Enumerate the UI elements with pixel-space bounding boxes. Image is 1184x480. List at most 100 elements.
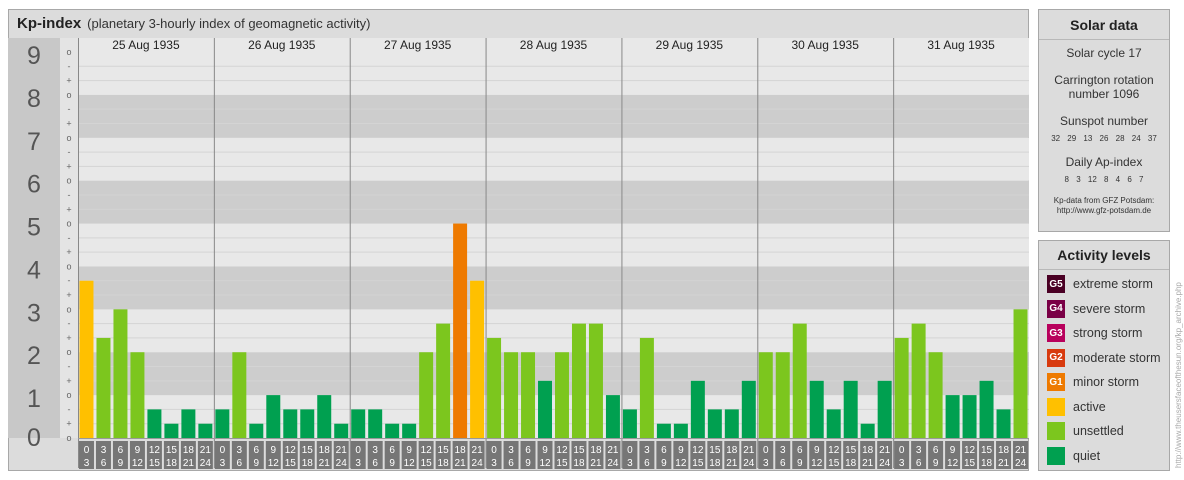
hour-start-label: 3 (101, 445, 107, 456)
hour-end-label: 21 (590, 458, 602, 469)
hour-box (741, 441, 757, 469)
hour-end-label: 15 (149, 458, 161, 469)
kp-bar (436, 323, 451, 438)
level-swatch: G1 (1047, 373, 1065, 391)
hour-end-label: 9 (797, 458, 803, 469)
hour-end-label: 9 (661, 458, 667, 469)
hour-start-label: 21 (336, 445, 348, 456)
hour-box (928, 441, 944, 469)
hour-start-label: 9 (406, 445, 412, 456)
data-source-url[interactable]: http://www.gfz-potsdam.de (1056, 206, 1152, 215)
hour-end-label: 6 (372, 458, 378, 469)
hour-box (503, 441, 519, 469)
hour-end-label: 18 (845, 458, 857, 469)
kp-bar (673, 423, 688, 438)
hour-box (639, 441, 655, 469)
day-label: 28 Aug 1935 (520, 38, 588, 52)
hour-box (554, 441, 570, 469)
hour-end-label: 3 (763, 458, 769, 469)
kp-bar (79, 280, 94, 438)
kp-bar (351, 409, 366, 438)
kp-bar (402, 423, 417, 438)
kp-bar (639, 337, 654, 438)
hour-start-label: 12 (149, 445, 161, 456)
level-label: extreme storm (1073, 277, 1153, 291)
y-minor-axis-panel (60, 38, 78, 438)
kp-band (78, 309, 1029, 353)
y-minor-tick: + (66, 333, 71, 343)
y-tick-label: 0 (27, 424, 41, 452)
kp-bar (147, 409, 162, 438)
hour-box (146, 441, 162, 469)
y-minor-tick: o (66, 176, 71, 186)
hour-start-label: 12 (285, 445, 297, 456)
hour-box (656, 441, 672, 469)
hour-start-label: 15 (845, 445, 857, 456)
day-label: 31 Aug 1935 (927, 38, 995, 52)
kp-bar (232, 352, 247, 438)
y-minor-tick: o (66, 304, 71, 314)
activity-levels-panel: Activity levels G5 extreme storm G4 severe … (1038, 240, 1170, 471)
hour-start-label: 18 (590, 445, 602, 456)
hour-start-label: 15 (302, 445, 314, 456)
hour-box (418, 441, 434, 469)
kp-bar (181, 409, 196, 438)
hour-end-label: 9 (933, 458, 939, 469)
hour-end-label: 12 (132, 458, 144, 469)
y-minor-tick: + (66, 161, 71, 171)
hour-end-label: 3 (84, 458, 90, 469)
kp-chart-panel: Kp-index (planetary 3-hourly index of geo… (8, 9, 1029, 471)
day-label: 29 Aug 1935 (656, 38, 724, 52)
hour-start-label: 6 (118, 445, 124, 456)
hour-start-label: 3 (237, 445, 243, 456)
hour-box (469, 441, 485, 469)
data-source: Kp-data from GFZ Potsdam: http://www.gfz… (1039, 196, 1169, 216)
hour-end-label: 18 (573, 458, 585, 469)
kp-bar (334, 423, 349, 438)
hour-end-label: 9 (254, 458, 260, 469)
hour-box (724, 441, 740, 469)
hour-box (231, 441, 247, 469)
hour-box (1013, 441, 1028, 469)
hour-start-label: 18 (455, 445, 467, 456)
kp-bar (860, 423, 875, 438)
y-minor-tick: + (66, 290, 71, 300)
hour-end-label: 24 (607, 458, 619, 469)
hour-end-label: 3 (220, 458, 226, 469)
hour-box (333, 441, 349, 469)
y-tick-label: 1 (27, 385, 41, 413)
y-minor-tick: o (66, 133, 71, 143)
hour-box (894, 441, 910, 469)
kp-band (78, 223, 1029, 267)
kp-bar (198, 423, 213, 438)
hour-start-label: 3 (780, 445, 786, 456)
kp-bar (300, 409, 315, 438)
hour-end-label: 6 (916, 458, 922, 469)
kp-bar (605, 395, 620, 438)
hour-box (962, 441, 978, 469)
hour-end-label: 15 (285, 458, 297, 469)
hour-box (282, 441, 298, 469)
solar-data-panel: Solar data Solar cycle 17 Carrington rot… (1038, 9, 1170, 232)
hour-start-label: 12 (692, 445, 704, 456)
hour-start-label: 15 (438, 445, 450, 456)
kp-bar (130, 352, 145, 438)
hour-box (860, 441, 876, 469)
activity-level-extreme-storm: G5 extreme storm (1047, 274, 1153, 294)
kp-bar (724, 409, 739, 438)
kp-bar (928, 352, 943, 438)
y-tick-label: 3 (27, 299, 41, 327)
y-minor-tick: - (68, 190, 71, 200)
activity-level-moderate-storm: G2 moderate storm (1047, 348, 1161, 368)
level-label: quiet (1073, 448, 1101, 463)
hour-end-label: 21 (183, 458, 195, 469)
hour-end-label: 15 (556, 458, 568, 469)
hour-start-label: 3 (372, 445, 378, 456)
hour-start-label: 6 (933, 445, 939, 456)
kp-bar (758, 352, 773, 438)
hour-end-label: 6 (780, 458, 786, 469)
level-swatch: G4 (1047, 299, 1065, 318)
kp-bar (826, 409, 841, 438)
hour-box (843, 441, 859, 469)
hour-start-label: 12 (828, 445, 840, 456)
